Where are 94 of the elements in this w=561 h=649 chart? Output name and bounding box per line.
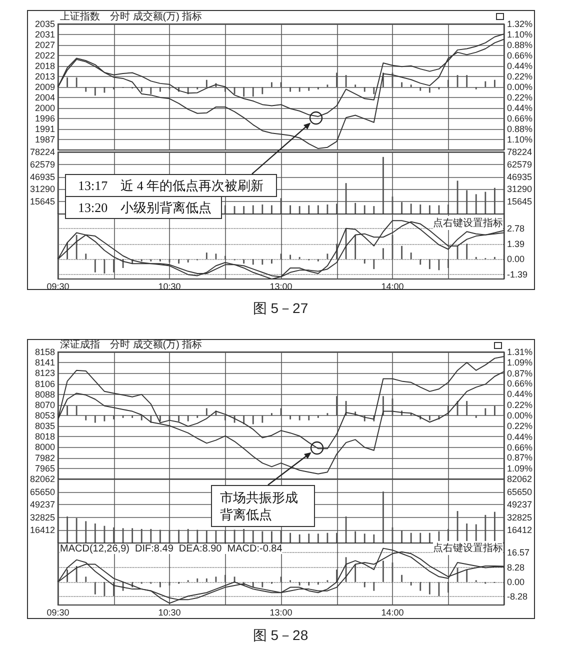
chart-title: 深证成指 分时 成交额(万) 指标: [60, 338, 202, 350]
x-tick-label: 14:00: [381, 608, 404, 618]
y2-tick-label: 0.22%: [507, 400, 533, 410]
y2-tick-label: 1.39: [507, 238, 525, 249]
y2-tick-label: 15645: [507, 196, 532, 206]
y2-tick-label: 0.44%: [507, 103, 533, 113]
annotation: 13:20 小级别背离低点: [65, 196, 222, 219]
y-tick-label: 46935: [30, 172, 55, 182]
y2-tick-label: 16412: [507, 525, 532, 536]
x-tick-label: 13:00: [270, 608, 292, 618]
y2-tick-label: 0.44%: [507, 388, 533, 399]
y2-tick-label: 2.78: [507, 224, 525, 234]
y-tick-label: 8123: [34, 368, 55, 378]
y-tick-label: 2022: [34, 50, 55, 60]
y2-tick-label: 1.10%: [507, 30, 533, 40]
y2-tick-label: 62579: [507, 159, 532, 170]
y2-tick-label: 0.87%: [507, 452, 533, 462]
y-tick-label: 2000: [34, 103, 55, 113]
y2-tick-label: 0.88%: [507, 40, 533, 50]
y-tick-label: 7965: [34, 463, 55, 474]
y2-tick-label: 46935: [507, 172, 532, 182]
y-tick-label: 7982: [34, 452, 55, 463]
y-tick-label: 2009: [34, 82, 55, 92]
y2-tick-label: 32825: [507, 512, 532, 522]
y2-tick-label: 78224: [507, 146, 532, 157]
y2-tick-label: 0.00: [507, 254, 525, 264]
annotation: 点右键设置指标: [433, 216, 503, 230]
y2-tick-label: 49237: [507, 499, 532, 510]
y-tick-label: 8141: [34, 357, 55, 368]
chart-title: 上证指数 分时 成交额(万) 指标: [60, 10, 202, 22]
y-tick-label: 49237: [30, 499, 55, 510]
y-tick-label: 8158: [34, 346, 55, 357]
y2-tick-label: 16.57: [507, 548, 530, 558]
y2-tick-label: 65650: [507, 486, 532, 497]
y2-tick-label: 0.66%: [507, 114, 533, 124]
y-tick-label: 8053: [34, 410, 55, 420]
y2-tick-label: 1.09%: [507, 357, 533, 368]
y-tick-label: 82062: [30, 474, 55, 484]
y-tick-label: 78224: [30, 146, 55, 157]
caption: 图 5－27: [0, 300, 561, 318]
y2-tick-label: 0.66%: [507, 442, 533, 452]
y2-tick-label: 0.22%: [507, 72, 533, 82]
y-tick-label: 1996: [34, 114, 55, 124]
x-tick-label: 09:30: [46, 282, 70, 292]
caption: 图 5－28: [0, 627, 561, 645]
y2-tick-label: 0.66%: [507, 50, 533, 60]
y-tick-label: 8070: [34, 400, 55, 410]
y-tick-label: 62579: [30, 159, 55, 170]
y-tick-label: 2027: [34, 40, 55, 50]
y2-tick-label: 0.44%: [507, 432, 533, 442]
y2-tick-label: 8.28: [507, 562, 525, 572]
y-tick-label: 2013: [34, 72, 55, 82]
y-tick-label: 8088: [34, 389, 55, 400]
y2-tick-label: 0.00: [507, 576, 525, 587]
y2-tick-label: 1.31%: [507, 346, 533, 357]
y-tick-label: 16412: [30, 525, 55, 536]
y-tick-label: 8018: [34, 431, 55, 442]
y2-tick-label: 0.66%: [507, 378, 533, 388]
annotation: 点右键设置指标: [433, 541, 503, 555]
y2-tick-label: 82062: [507, 474, 532, 484]
y2-tick-label: 1.09%: [507, 463, 533, 474]
y-tick-label: 2031: [34, 30, 55, 40]
y2-tick-label: 0.00%: [507, 82, 533, 92]
y2-tick-label: 1.32%: [507, 19, 533, 29]
y-tick-label: 2004: [34, 92, 55, 102]
y-tick-label: 1987: [34, 134, 55, 144]
x-tick-label: 13:00: [270, 282, 292, 292]
y-tick-label: 2035: [34, 19, 55, 29]
annotation: 13:17 近 4 年的低点再次被刷新: [65, 174, 277, 197]
y2-tick-label: 0.87%: [507, 368, 533, 378]
y2-tick-label: 1.10%: [507, 134, 533, 144]
y-tick-label: 8000: [34, 442, 55, 452]
y-tick-label: 32825: [30, 512, 55, 522]
x-tick-label: 10:30: [158, 282, 181, 292]
y2-tick-label: 0.00%: [507, 410, 533, 420]
y2-tick-label: -1.39: [507, 269, 528, 280]
y2-tick-label: -8.28: [507, 592, 528, 602]
y-tick-label: 8035: [34, 420, 55, 431]
y2-tick-label: 0.22%: [507, 92, 533, 102]
annotation: 市场共振形成背离低点: [211, 485, 315, 527]
y2-tick-label: 0.88%: [507, 124, 533, 134]
y-tick-label: 1991: [34, 124, 55, 134]
y-tick-label: 65650: [30, 486, 55, 497]
x-tick-label: 09:30: [46, 608, 70, 618]
y-tick-label: 15645: [30, 196, 55, 206]
y2-tick-label: 0.22%: [507, 420, 533, 431]
y-tick-label: 8106: [34, 378, 55, 389]
y-tick-label: 31290: [30, 184, 55, 194]
y2-tick-label: 0.44%: [507, 61, 533, 71]
y-tick-label: 2018: [34, 61, 55, 71]
x-tick-label: 14:00: [381, 282, 404, 292]
y2-tick-label: 31290: [507, 184, 532, 194]
x-tick-label: 10:30: [158, 608, 181, 618]
chart-title: MACD(12,26,9) DIF:8.49 DEA:8.90 MACD:-0.84: [60, 544, 283, 554]
